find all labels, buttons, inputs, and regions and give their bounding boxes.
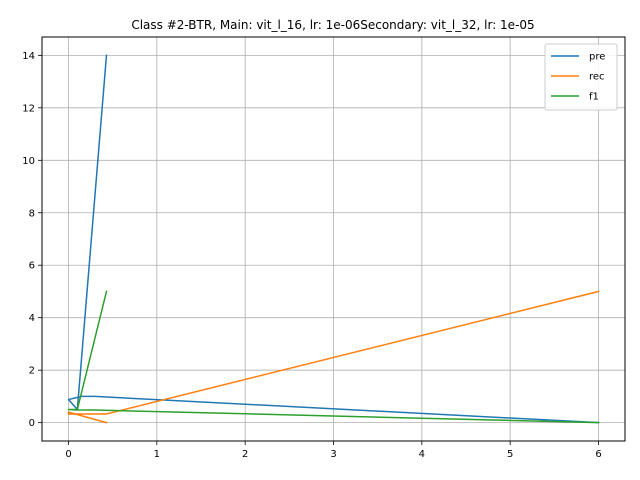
x-tick-label: 0 xyxy=(65,449,71,460)
series-line-pre xyxy=(67,54,600,424)
grid-lines xyxy=(42,37,625,441)
legend-label-f1: f1 xyxy=(589,92,599,103)
y-tick-label: 14 xyxy=(22,51,35,62)
legend: pre rec f1 xyxy=(544,43,618,111)
legend-label-rec: rec xyxy=(589,72,605,83)
series-line-f1 xyxy=(67,290,600,424)
series-lines xyxy=(67,54,600,424)
y-tick-label: 8 xyxy=(29,208,35,219)
legend-label-pre: pre xyxy=(589,52,605,63)
y-tick-label: 6 xyxy=(29,261,35,272)
y-tick-label: 10 xyxy=(22,156,35,167)
y-tick-label: 12 xyxy=(22,103,35,114)
x-tick-label: 5 xyxy=(507,449,513,460)
series-line-rec xyxy=(67,290,600,424)
y-tick-label: 0 xyxy=(29,418,35,429)
y-tick-label: 4 xyxy=(29,313,35,324)
x-tick-label: 4 xyxy=(419,449,425,460)
x-tick-label: 6 xyxy=(595,449,601,460)
chart-title: Class #2-BTR, Main: vit_l_16, lr: 1e-06S… xyxy=(131,18,534,32)
y-tick-label: 2 xyxy=(29,366,35,377)
x-tick-label: 3 xyxy=(330,449,336,460)
x-tick-label: 1 xyxy=(154,449,160,460)
x-tick-label: 2 xyxy=(242,449,248,460)
legend-box xyxy=(544,43,618,111)
